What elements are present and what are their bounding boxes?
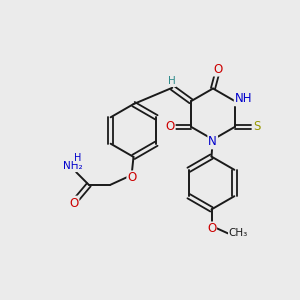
Text: N: N — [208, 135, 217, 148]
Text: O: O — [214, 63, 223, 76]
Text: O: O — [165, 120, 175, 133]
Text: S: S — [253, 120, 260, 133]
Text: NH: NH — [235, 92, 252, 105]
Text: H: H — [168, 76, 176, 86]
Text: O: O — [207, 222, 216, 236]
Text: H: H — [74, 153, 81, 163]
Text: NH₂: NH₂ — [63, 161, 82, 171]
Text: O: O — [128, 171, 136, 184]
Text: CH₃: CH₃ — [229, 228, 248, 239]
Text: O: O — [69, 196, 78, 210]
